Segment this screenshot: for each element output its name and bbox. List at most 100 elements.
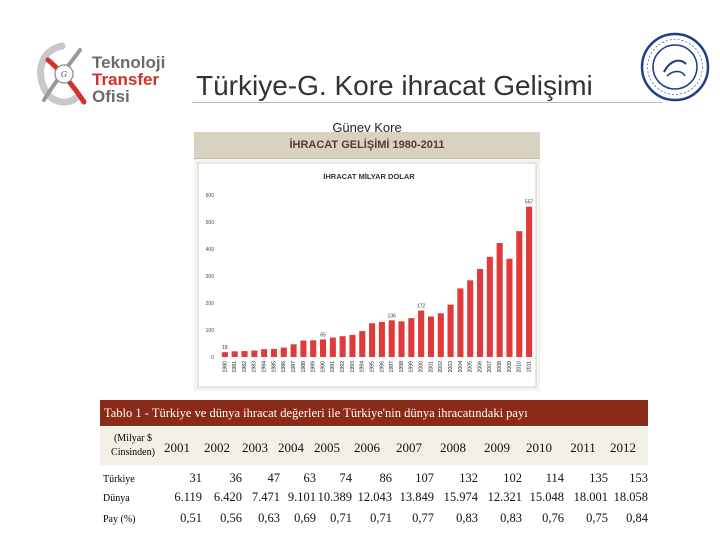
table-cell: 63 xyxy=(303,471,317,485)
table-caption-bar: Tablo 1 - Türkiye ve dünya ihracat değer… xyxy=(100,400,648,426)
x-tick-label: 2011 xyxy=(526,361,532,372)
university-seal-icon xyxy=(640,32,710,102)
bar xyxy=(506,258,513,357)
x-tick-label: 2005 xyxy=(468,361,474,373)
x-tick-label: 1983 xyxy=(252,361,258,373)
table-caption: Tablo 1 - Türkiye ve dünya ihracat değer… xyxy=(104,406,528,420)
bar xyxy=(486,256,493,357)
x-tick-label: 2010 xyxy=(517,361,523,373)
x-tick-label: 1999 xyxy=(409,361,415,373)
table-cell: 0,56 xyxy=(220,511,242,525)
bar xyxy=(388,320,395,357)
y-tick-label: 300 xyxy=(206,274,215,280)
bar xyxy=(241,351,248,357)
bar xyxy=(270,348,278,357)
data-label: 18 xyxy=(222,345,228,351)
x-tick-label: 1981 xyxy=(232,361,238,373)
x-tick-label: 1984 xyxy=(262,361,268,373)
data-label: 65 xyxy=(320,332,326,338)
row-label: Pay (%) xyxy=(103,514,136,525)
bar xyxy=(467,280,474,357)
table-cell: 47 xyxy=(267,471,281,485)
x-tick-label: 1980 xyxy=(222,361,228,373)
y-tick-label: 0 xyxy=(211,355,214,361)
y-tick-label: 600 xyxy=(206,193,215,199)
bar xyxy=(437,313,444,357)
chart-plot-panel xyxy=(197,162,537,388)
year-header: 2005 xyxy=(314,440,340,455)
bar xyxy=(310,340,317,357)
chart-banner-text: İHRACAT GELİŞİMİ 1980-2011 xyxy=(289,139,445,151)
x-tick-label: 1997 xyxy=(389,361,395,373)
logo-line-1: Teknoloji xyxy=(92,53,166,72)
bar xyxy=(526,206,533,357)
table-cell: 0,69 xyxy=(294,511,316,525)
table-cell: 114 xyxy=(545,471,564,485)
bar xyxy=(418,310,425,357)
x-tick-label: 1995 xyxy=(369,361,375,373)
x-tick-label: 2001 xyxy=(428,361,434,373)
row-label: Dünya xyxy=(103,493,130,504)
table-cell: 153 xyxy=(629,471,648,485)
x-tick-label: 1987 xyxy=(291,361,297,373)
y-tick-label: 200 xyxy=(206,301,215,307)
y-tick-label: 500 xyxy=(206,220,215,226)
bar xyxy=(329,337,336,357)
table-cell: 0,76 xyxy=(542,511,564,525)
table-cell: 6.420 xyxy=(213,490,242,504)
bar xyxy=(261,349,268,357)
x-tick-label: 2007 xyxy=(487,361,493,373)
x-tick-label: 2008 xyxy=(497,361,503,373)
x-tick-label: 1991 xyxy=(330,361,336,373)
year-header: 2010 xyxy=(526,440,552,455)
table-cell: 15.974 xyxy=(443,490,478,504)
export-bar-chart: İHRACAT MİLYAR DOLAR 0 100 200 300 400 500 600 1… xyxy=(197,162,537,388)
table-cell: 10.389 xyxy=(317,490,352,504)
table-cell: 86 xyxy=(379,471,393,485)
x-tick-label: 1993 xyxy=(350,361,356,373)
logo-swirl-icon: G xyxy=(37,42,87,106)
bar xyxy=(476,268,484,357)
chart-banner: İHRACAT GELİŞİMİ 1980-2011 xyxy=(194,132,540,159)
unit-label: (Milyar $ Cinsinden) xyxy=(111,433,155,458)
export-chart: İHRACAT MİLYAR DOLAR 0 100 200 300 400 500 600 1… xyxy=(194,159,540,391)
table-cell: 135 xyxy=(589,471,608,485)
table-cell: 0,83 xyxy=(500,511,522,525)
table-cell: 0,84 xyxy=(626,511,648,525)
bar xyxy=(319,339,327,357)
year-header: 2008 xyxy=(440,440,466,455)
table-cell: 74 xyxy=(339,471,353,485)
table-cell: 0,71 xyxy=(370,511,392,525)
table-cell: 0,71 xyxy=(330,511,352,525)
bar xyxy=(369,323,376,357)
data-label: 136 xyxy=(388,313,397,319)
year-header: 2001 xyxy=(164,440,190,455)
table-cell: 0,63 xyxy=(258,511,280,525)
x-tick-label: 1986 xyxy=(281,361,287,373)
bar xyxy=(516,231,523,357)
chart-caption: Güney Kore xyxy=(332,120,402,135)
table-cell: 6.119 xyxy=(174,490,202,504)
year-header: 2002 xyxy=(204,440,230,455)
logo-line-3: Ofisi xyxy=(92,87,130,106)
svg-text:G: G xyxy=(61,70,68,79)
bar xyxy=(221,352,228,357)
data-label: 557 xyxy=(525,200,534,206)
table-cell: 0,75 xyxy=(586,511,608,525)
bar xyxy=(280,347,287,357)
x-tick-label: 1988 xyxy=(301,361,307,373)
x-tick-label: 2004 xyxy=(458,361,464,373)
x-tick-label: 2003 xyxy=(448,361,454,373)
y-tick-label: 400 xyxy=(206,247,215,253)
data-label: 172 xyxy=(417,304,426,310)
table-cell: 36 xyxy=(229,471,243,485)
bar xyxy=(447,304,454,357)
bar xyxy=(398,321,405,357)
table-cell: 18.058 xyxy=(613,490,648,504)
table-cell: 0,77 xyxy=(412,511,434,525)
year-header: 2004 xyxy=(278,440,304,455)
x-tick-label: 1982 xyxy=(242,361,248,373)
table-header-row xyxy=(100,427,648,465)
chart-title: İHRACAT MİLYAR DOLAR xyxy=(323,172,415,181)
y-tick-label: 100 xyxy=(206,328,215,334)
